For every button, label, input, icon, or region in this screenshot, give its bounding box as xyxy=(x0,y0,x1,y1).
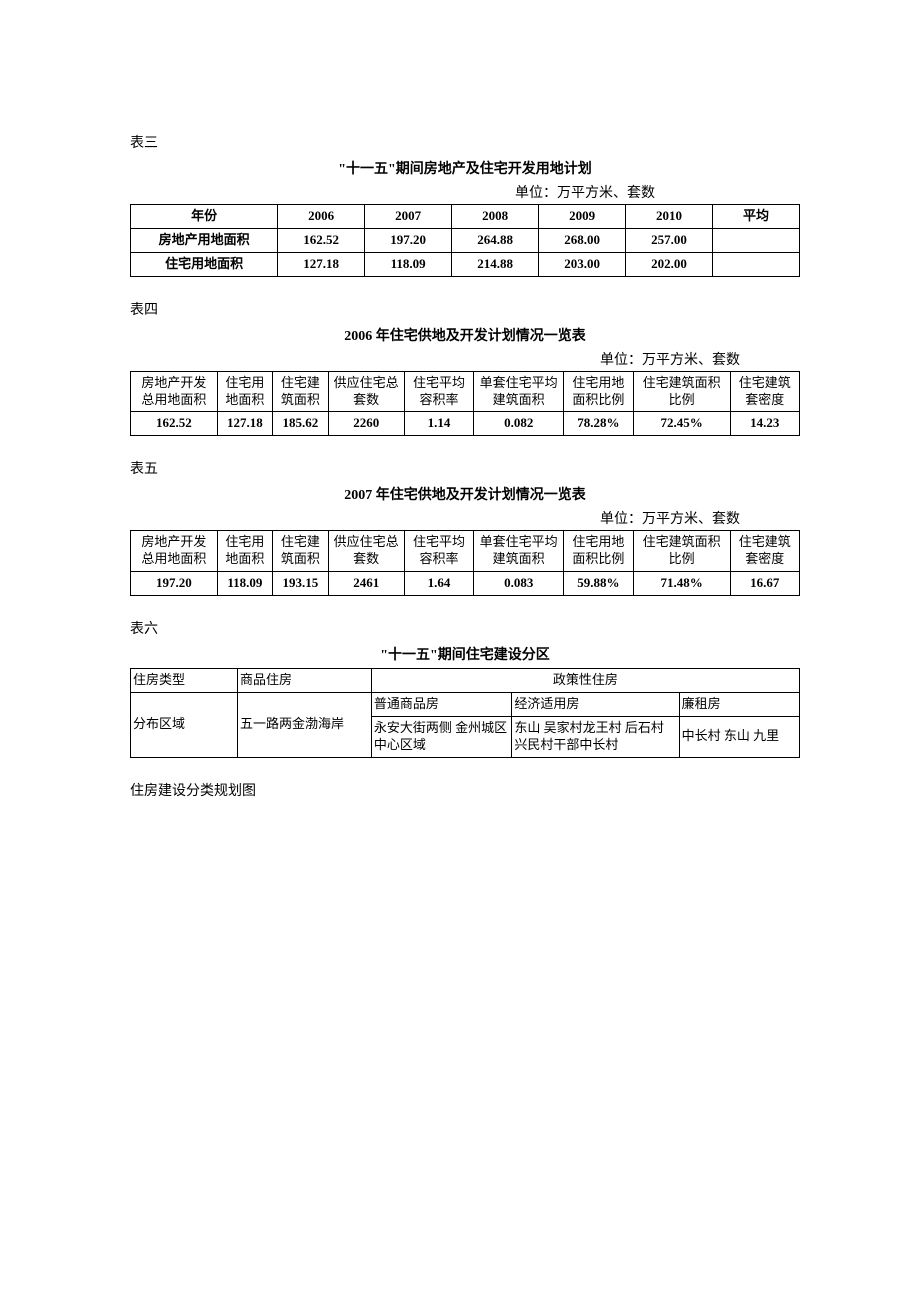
cell: 203.00 xyxy=(539,252,626,276)
cell: 房地产开发总用地面积 xyxy=(131,531,218,572)
cell: 平均 xyxy=(713,205,800,229)
table-row: 住房类型 商品住房 政策性住房 xyxy=(131,669,800,693)
cell: 72.45% xyxy=(633,412,730,436)
cell: 78.28% xyxy=(564,412,633,436)
cell: 257.00 xyxy=(626,228,713,252)
cell: 2010 xyxy=(626,205,713,229)
cell: 年份 xyxy=(131,205,278,229)
cell: 118.09 xyxy=(217,572,272,596)
cell: 单套住宅平均建筑面积 xyxy=(474,371,564,412)
cell: 政策性住房 xyxy=(371,669,799,693)
cell: 162.52 xyxy=(131,412,218,436)
cell: 264.88 xyxy=(452,228,539,252)
table-row: 房地产用地面积 162.52 197.20 264.88 268.00 257.… xyxy=(131,228,800,252)
cell xyxy=(713,228,800,252)
cell: 住宅建筑套密度 xyxy=(730,531,799,572)
unit-4: 单位：万平方米、套数 xyxy=(130,349,800,369)
cell: 185.62 xyxy=(273,412,328,436)
cell: 住房类型 xyxy=(131,669,238,693)
cell: 2006 xyxy=(278,205,365,229)
cell: 71.48% xyxy=(633,572,730,596)
cell: 2260 xyxy=(328,412,404,436)
cell: 214.88 xyxy=(452,252,539,276)
table-row: 162.52 127.18 185.62 2260 1.14 0.082 78.… xyxy=(131,412,800,436)
cell: 59.88% xyxy=(564,572,633,596)
cell: 197.20 xyxy=(131,572,218,596)
cell: 2461 xyxy=(328,572,404,596)
table-row: 分布区域 五一路两金渤海岸 普通商品房 经济适用房 廉租房 xyxy=(131,692,800,716)
cell: 2009 xyxy=(539,205,626,229)
cell: 2007 xyxy=(365,205,452,229)
cell: 分布区域 xyxy=(131,692,238,757)
cell: 住宅用地面积 xyxy=(131,252,278,276)
title-4: 2006 年住宅供地及开发计划情况一览表 xyxy=(130,325,800,345)
cell: 住宅用地面积比例 xyxy=(564,531,633,572)
table-6: 住房类型 商品住房 政策性住房 分布区域 五一路两金渤海岸 普通商品房 经济适用… xyxy=(130,668,800,758)
cell: 127.18 xyxy=(217,412,272,436)
cell: 1.64 xyxy=(404,572,473,596)
cell: 供应住宅总套数 xyxy=(328,371,404,412)
table-4: 房地产开发总用地面积 住宅用地面积 住宅建筑面积 供应住宅总套数 住宅平均容积率… xyxy=(130,371,800,437)
cell: 268.00 xyxy=(539,228,626,252)
cell: 廉租房 xyxy=(679,692,799,716)
cell: 住宅用地面积 xyxy=(217,531,272,572)
cell: 193.15 xyxy=(273,572,328,596)
table-row: 197.20 118.09 193.15 2461 1.64 0.083 59.… xyxy=(131,572,800,596)
cell: 住宅建筑面积比例 xyxy=(633,531,730,572)
cell: 单套住宅平均建筑面积 xyxy=(474,531,564,572)
section-label-4: 表四 xyxy=(130,299,800,319)
cell: 房地产用地面积 xyxy=(131,228,278,252)
cell: 162.52 xyxy=(278,228,365,252)
cell: 118.09 xyxy=(365,252,452,276)
cell: 197.20 xyxy=(365,228,452,252)
cell: 东山 吴家村龙王村 后石村 兴民村干部中长村 xyxy=(512,716,679,757)
section-label-5: 表五 xyxy=(130,458,800,478)
cell: 住宅用地面积 xyxy=(217,371,272,412)
cell: 202.00 xyxy=(626,252,713,276)
title-3: "十一五"期间房地产及住宅开发用地计划 xyxy=(130,158,800,178)
cell: 永安大街两侧 金州城区中心区域 xyxy=(371,716,511,757)
table-row: 房地产开发总用地面积 住宅用地面积 住宅建筑面积 供应住宅总套数 住宅平均容积率… xyxy=(131,531,800,572)
table-row: 住宅用地面积 127.18 118.09 214.88 203.00 202.0… xyxy=(131,252,800,276)
unit-3: 单位：万平方米、套数 xyxy=(130,182,800,202)
table-5: 房地产开发总用地面积 住宅用地面积 住宅建筑面积 供应住宅总套数 住宅平均容积率… xyxy=(130,530,800,596)
title-6: "十一五"期间住宅建设分区 xyxy=(130,644,800,664)
cell: 0.082 xyxy=(474,412,564,436)
cell: 127.18 xyxy=(278,252,365,276)
cell xyxy=(713,252,800,276)
cell: 普通商品房 xyxy=(371,692,511,716)
cell: 中长村 东山 九里 xyxy=(679,716,799,757)
footer-text: 住房建设分类规划图 xyxy=(130,780,800,800)
cell: 1.14 xyxy=(404,412,473,436)
cell: 商品住房 xyxy=(238,669,372,693)
section-label-6: 表六 xyxy=(130,618,800,638)
cell: 住宅平均容积率 xyxy=(404,531,473,572)
cell: 供应住宅总套数 xyxy=(328,531,404,572)
cell: 住宅平均容积率 xyxy=(404,371,473,412)
section-label-3: 表三 xyxy=(130,132,800,152)
cell: 2008 xyxy=(452,205,539,229)
cell: 14.23 xyxy=(730,412,799,436)
cell: 住宅建筑面积 xyxy=(273,371,328,412)
table-row: 房地产开发总用地面积 住宅用地面积 住宅建筑面积 供应住宅总套数 住宅平均容积率… xyxy=(131,371,800,412)
cell: 住宅建筑面积比例 xyxy=(633,371,730,412)
table-row: 年份 2006 2007 2008 2009 2010 平均 xyxy=(131,205,800,229)
cell: 住宅建筑套密度 xyxy=(730,371,799,412)
cell: 房地产开发总用地面积 xyxy=(131,371,218,412)
cell: 住宅建筑面积 xyxy=(273,531,328,572)
table-3: 年份 2006 2007 2008 2009 2010 平均 房地产用地面积 1… xyxy=(130,204,800,277)
cell: 0.083 xyxy=(474,572,564,596)
unit-5: 单位：万平方米、套数 xyxy=(130,508,800,528)
cell: 16.67 xyxy=(730,572,799,596)
cell: 经济适用房 xyxy=(512,692,679,716)
title-5: 2007 年住宅供地及开发计划情况一览表 xyxy=(130,484,800,504)
cell: 住宅用地面积比例 xyxy=(564,371,633,412)
cell: 五一路两金渤海岸 xyxy=(238,692,372,757)
